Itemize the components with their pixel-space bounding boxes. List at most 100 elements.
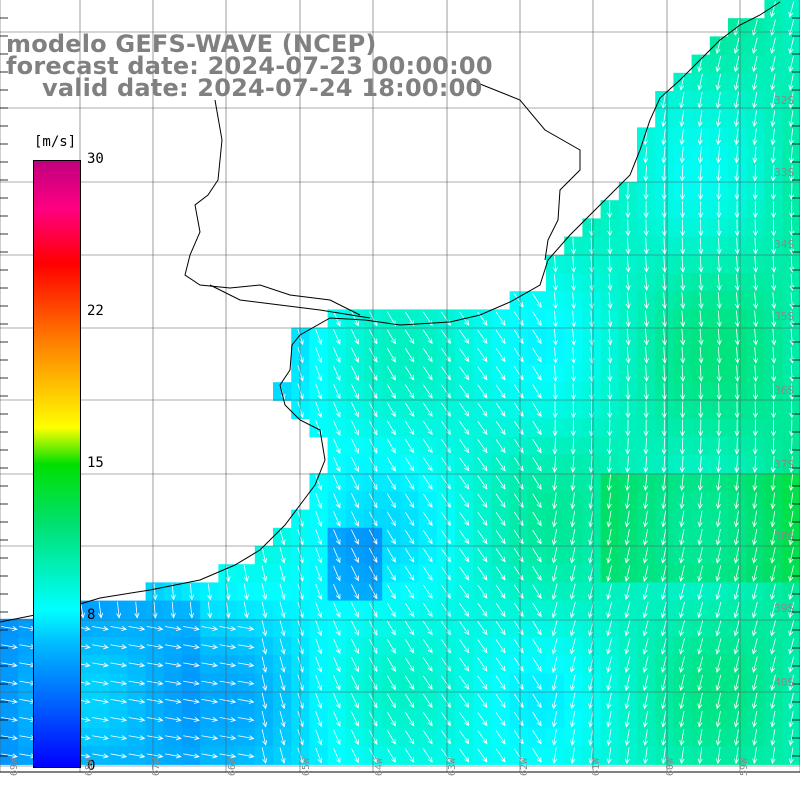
wind-arrow (733, 55, 740, 73)
wind-arrow (495, 675, 506, 690)
wind-arrow (770, 474, 776, 492)
wind-arrow (570, 729, 576, 746)
wind-arrow (716, 419, 722, 437)
wind-arrow (625, 201, 631, 219)
wind-arrow (661, 729, 667, 746)
wind-arrow (679, 620, 685, 637)
wind-arrow (459, 420, 470, 436)
wind-arrow (110, 680, 128, 686)
wind-arrow (698, 183, 704, 201)
wind-arrow (734, 219, 740, 237)
wind-arrow (219, 662, 237, 668)
wind-arrow (770, 492, 776, 510)
wind-arrow (679, 747, 685, 765)
wind-arrow (752, 692, 758, 710)
wind-arrow (1, 735, 18, 741)
wind-arrow (660, 620, 667, 637)
wind-arrow (441, 584, 451, 599)
wind-arrow (734, 201, 740, 219)
wind-arrow (752, 201, 758, 219)
wind-arrow (279, 565, 286, 582)
wind-arrow (532, 711, 542, 727)
wind-arrow (92, 662, 109, 668)
wind-arrow (697, 73, 703, 91)
wind-arrow (571, 346, 577, 364)
wind-arrow (606, 474, 612, 492)
lat-label: 39S (774, 602, 794, 615)
wind-arrow (770, 620, 776, 637)
wind-arrow (734, 419, 740, 437)
wind-arrow (679, 674, 685, 692)
wind-arrow (532, 511, 542, 527)
wind-arrow (495, 712, 506, 727)
lat-label: 40S (774, 676, 794, 689)
wind-arrow (788, 474, 794, 492)
wind-arrow (661, 419, 667, 437)
wind-arrow (551, 674, 558, 692)
wind-arrow (788, 638, 795, 655)
wind-arrow (715, 674, 722, 692)
wind-arrow (770, 638, 776, 655)
wind-arrow (698, 383, 704, 401)
wind-arrow (183, 717, 200, 723)
wind-arrow (679, 128, 685, 146)
colorbar-tick: 30 (87, 151, 104, 167)
wind-arrow (752, 55, 758, 73)
wind-arrow (459, 329, 470, 345)
wind-arrow (570, 237, 577, 255)
wind-arrow (570, 510, 576, 528)
wind-arrow (680, 237, 686, 255)
wind-arrow (459, 548, 470, 563)
colorbar (33, 160, 81, 768)
wind-arrow (404, 748, 415, 763)
wind-arrow (643, 164, 649, 182)
wind-arrow (606, 710, 612, 728)
wind-arrow (183, 644, 200, 650)
wind-arrow (570, 710, 576, 728)
wind-arrow (716, 164, 722, 182)
wind-arrow (422, 530, 433, 545)
wind-arrow (128, 680, 146, 686)
wind-arrow (404, 457, 415, 472)
wind-arrow (386, 438, 396, 454)
wind-arrow (570, 692, 576, 710)
wind-arrow (477, 730, 488, 745)
wind-arrow (624, 656, 631, 673)
wind-arrow (183, 662, 200, 668)
wind-arrow (606, 583, 613, 601)
wind-arrow (164, 680, 182, 686)
wind-arrow (697, 456, 703, 473)
wind-arrow (788, 55, 794, 73)
wind-arrow (660, 565, 667, 582)
wind-arrow (697, 547, 703, 564)
wind-arrow (532, 438, 542, 454)
wind-arrow (734, 346, 740, 364)
wind-arrow (351, 493, 359, 509)
wind-arrow (698, 328, 704, 346)
wind-arrow (715, 638, 722, 655)
wind-arrow (315, 474, 323, 491)
wind-arrow (201, 735, 219, 741)
wind-arrow (715, 474, 722, 492)
wind-arrow (532, 529, 542, 545)
wind-arrow (386, 693, 396, 709)
wind-arrow (351, 547, 359, 564)
wind-arrow (661, 437, 667, 455)
wind-arrow (404, 730, 415, 745)
wind-arrow (552, 328, 558, 346)
wind-arrow (164, 753, 182, 759)
wind-arrow (333, 456, 341, 473)
wind-arrow (679, 183, 685, 201)
wind-arrow (661, 710, 667, 728)
wind-arrow (606, 656, 613, 673)
wind-arrow (441, 366, 451, 381)
wind-arrow (771, 219, 777, 237)
wind-arrow (734, 401, 740, 419)
wind-arrow (643, 219, 649, 237)
wind-cell (782, 218, 800, 238)
wind-arrow (680, 219, 686, 237)
wind-arrow (386, 402, 396, 418)
wind-arrow (734, 310, 740, 328)
wind-arrow (351, 693, 359, 709)
wind-arrow (128, 662, 146, 668)
